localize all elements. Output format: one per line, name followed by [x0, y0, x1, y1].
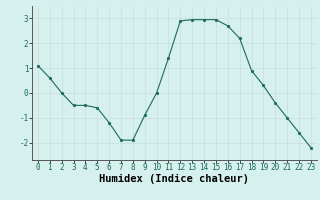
- X-axis label: Humidex (Indice chaleur): Humidex (Indice chaleur): [100, 174, 249, 184]
